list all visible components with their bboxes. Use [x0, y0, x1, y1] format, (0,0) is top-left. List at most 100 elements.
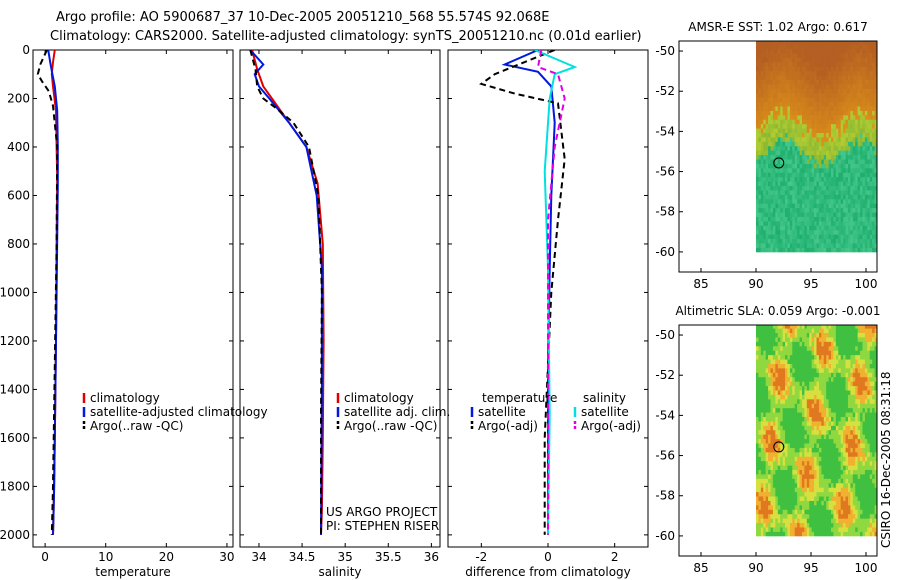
sla_map-field-cell: [852, 438, 856, 444]
sst_map-field-cell: [843, 203, 846, 209]
sla_map-field-cell: [826, 482, 829, 488]
sst_map-field-cell: [816, 145, 820, 151]
sst_map-field-cell: [845, 110, 849, 116]
sst_map-field-cell: [787, 119, 791, 125]
sst_map-field-cell: [814, 41, 817, 45]
sla_map-field-cell: [804, 403, 808, 409]
sst_map-field-cell: [855, 97, 859, 103]
sst_map-field-cell: [787, 172, 791, 178]
sla_map-field-cell: [869, 407, 873, 413]
sla_map-field-cell: [833, 429, 837, 435]
sst_map-field-cell: [833, 88, 837, 94]
sst_map-field-cell: [756, 57, 759, 63]
sla_map-field-cell: [797, 412, 800, 417]
sla_map-field-cell: [867, 398, 871, 404]
sla_map-field-cell: [867, 469, 871, 475]
sst_map-field-cell: [811, 159, 815, 164]
sla_map-field-cell: [840, 398, 844, 404]
sla_map-field-cell: [874, 531, 878, 537]
sla_map-field-cell: [852, 390, 856, 395]
sla_map-field-cell: [772, 345, 776, 351]
sla_map-field-cell: [862, 518, 866, 524]
sla_map-field-cell: [821, 496, 825, 501]
sst_map-field-cell: [768, 216, 771, 222]
sst_map-field-cell: [852, 154, 856, 160]
sla_map-field-cell: [860, 500, 863, 506]
sla_map-field-cell: [789, 367, 793, 373]
sst_map-field-cell: [860, 185, 863, 191]
sla_map-field-cell: [799, 363, 803, 369]
sla_map-field-cell: [804, 434, 808, 440]
sla_map-field-cell: [843, 518, 846, 524]
sla_map-field-cell: [860, 328, 863, 334]
sla_map-field-cell: [872, 403, 875, 409]
sla_map-field-cell: [792, 465, 796, 471]
sst_map-field-cell: [860, 229, 863, 235]
sla_map-field-cell: [811, 394, 815, 400]
sst_map-field-cell: [860, 203, 863, 209]
sla_map-field-cell: [821, 354, 825, 360]
sst_map-field-cell: [835, 61, 839, 67]
sst_map-field-cell: [782, 145, 786, 151]
sst_map-field-cell: [806, 203, 810, 209]
sla_map-field-cell: [828, 527, 832, 532]
sla_map-field-cell: [821, 372, 825, 378]
sla_map-field-cell: [814, 376, 817, 382]
sla_map-field-cell: [775, 372, 779, 378]
sst_map-field-cell: [792, 220, 796, 226]
sla_map-field-cell: [860, 456, 863, 462]
sst_map-field-cell: [799, 194, 803, 200]
sst_map-field-cell: [785, 163, 788, 169]
sst_map-field-cell: [760, 167, 764, 173]
sla_map-field-cell: [821, 429, 825, 435]
sla_map-field-cell: [831, 354, 834, 360]
sla_map-field-cell: [782, 381, 786, 387]
sla_map-field-cell: [782, 385, 786, 391]
sla_map-field-cell: [756, 513, 759, 519]
sst_map-field-cell: [806, 141, 810, 147]
sla_map-field-cell: [828, 390, 832, 395]
sst_map-field-cell: [818, 163, 822, 169]
sst_map-field-cell: [843, 247, 846, 253]
sst_map-field-cell: [801, 75, 805, 80]
sst_map-field-cell: [758, 110, 762, 116]
sst_map-field-cell: [763, 220, 767, 226]
sst_map-field-cell: [816, 97, 820, 103]
sst_map-field-cell: [768, 163, 771, 169]
sla_map-field-cell: [789, 451, 793, 457]
sla_map-field-cell: [811, 332, 815, 338]
sla_map-field-cell: [758, 478, 762, 484]
sst_map-field-cell: [775, 238, 779, 244]
sla_map-field-cell: [852, 447, 856, 453]
sla_map-field-cell: [797, 367, 800, 373]
sst_map-field-cell: [768, 190, 771, 195]
sst_map-field-cell: [814, 61, 817, 67]
sla_map-field-cell: [789, 416, 793, 422]
sla_map-field-cell: [760, 474, 764, 479]
sla_map-field-cell: [806, 350, 810, 356]
sst_map-field-cell: [838, 101, 842, 107]
sla_map-field-cell: [850, 350, 854, 356]
sst_map-field-cell: [792, 83, 796, 89]
sla_map-field-cell: [864, 412, 868, 417]
sst_map-field-cell: [809, 220, 813, 226]
sla_map-field-cell: [867, 491, 871, 497]
temperature-legend-label: climatology: [90, 391, 160, 405]
sst_map-field-cell: [770, 92, 774, 98]
sla_map-field-cell: [765, 363, 769, 369]
sst_map-field-cell: [814, 119, 817, 125]
sla_map-field-cell: [789, 438, 793, 444]
sst_map-field-cell: [847, 137, 851, 142]
sst_map-field-cell: [794, 176, 798, 182]
sla_map-field-cell: [794, 398, 798, 404]
sst_map-field-cell: [770, 238, 774, 244]
sla_map-field-cell: [860, 363, 863, 369]
sst_map-field-cell: [867, 79, 871, 85]
sla_map-field-cell: [809, 363, 813, 369]
sla_map-field-cell: [806, 394, 810, 400]
sla_map-field-cell: [816, 345, 820, 351]
sla_map-field-cell: [804, 531, 808, 537]
sla_map-field-cell: [765, 359, 769, 364]
sla_map-field-cell: [756, 438, 759, 444]
sst_map-field-cell: [797, 57, 800, 63]
